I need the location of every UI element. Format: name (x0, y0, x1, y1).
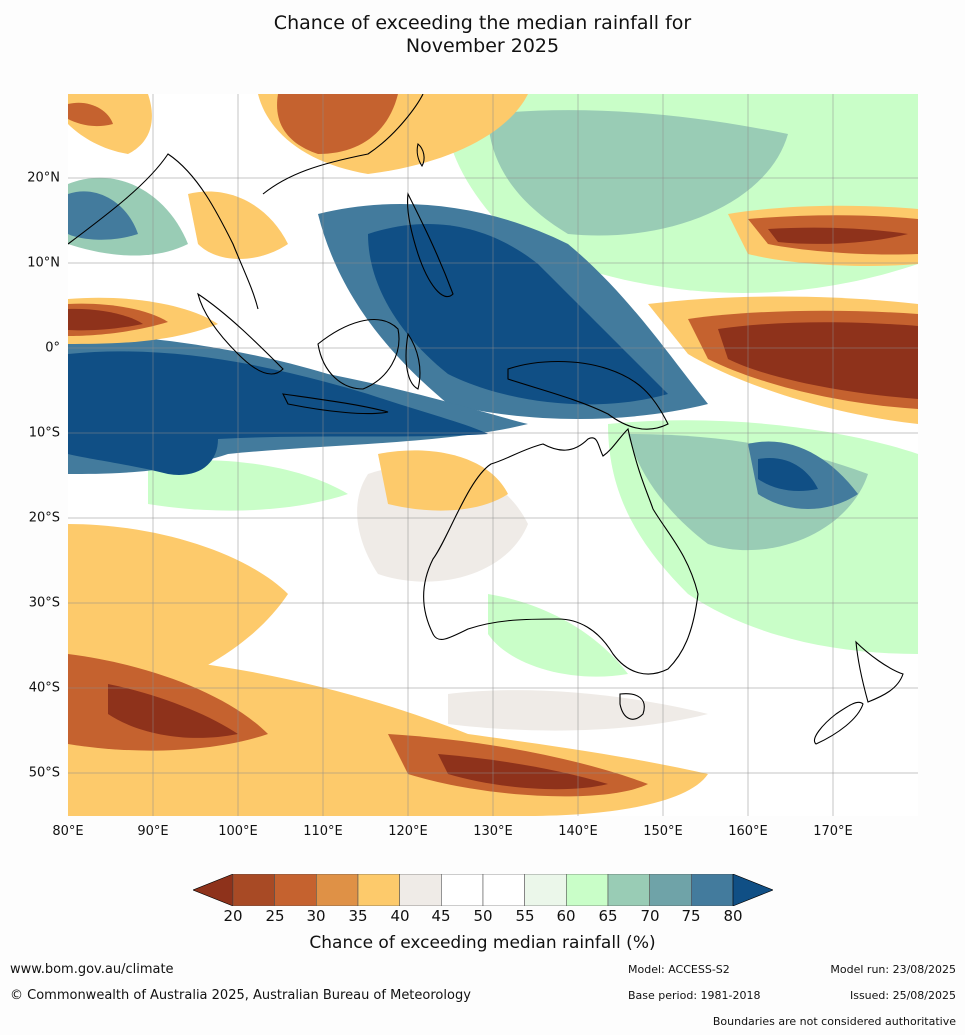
sulawesi-outline (405, 332, 421, 390)
colorbar-tick-25: 25 (265, 907, 285, 925)
colorbar-tick-60: 60 (556, 907, 576, 925)
asia-coast (68, 94, 424, 310)
map-title: Chance of exceeding the median rainfall … (0, 12, 965, 58)
lon-label-120e: 120°E (388, 824, 428, 839)
colorbar-cells (232, 874, 734, 906)
lat-label-0: 0° (45, 340, 60, 356)
title-line-2: November 2025 (405, 35, 560, 57)
colorbar-cell (274, 874, 317, 906)
borneo-outline (317, 319, 400, 390)
java-outline (282, 393, 389, 415)
lon-label-90e: 90°E (137, 824, 169, 839)
colorbar-cell (399, 874, 442, 906)
nz-south-outline (814, 701, 864, 745)
colorbar-tick-65: 65 (598, 907, 618, 925)
copyright-text: © Commonwealth of Australia 2025, Austra… (10, 988, 471, 1003)
colorbar-cell (691, 874, 734, 906)
colorbar-cell (566, 874, 609, 906)
lon-label-140e: 140°E (558, 824, 598, 839)
colorbar-cell (607, 874, 650, 906)
philippines-outline (406, 192, 454, 297)
lat-label-10n: 10°N (27, 255, 60, 271)
lat-label-20s: 20°S (28, 510, 60, 526)
base-period-text: Base period: 1981-2018 (628, 989, 761, 1002)
lon-label-160e: 160°E (728, 824, 768, 839)
colorbar-tick-55: 55 (515, 907, 535, 925)
colorbar-label: Chance of exceeding median rainfall (%) (309, 933, 656, 953)
lat-label-10s: 10°S (28, 425, 60, 441)
tasmania-outline (619, 693, 645, 720)
colorbar-over-extension (732, 874, 773, 906)
lon-label-170e: 170°E (813, 824, 853, 839)
colorbar-tick-45: 45 (431, 907, 451, 925)
map-canvas (68, 94, 918, 816)
colorbar-tick-30: 30 (306, 907, 326, 925)
lon-label-150e: 150°E (643, 824, 683, 839)
australia-outline (423, 427, 699, 675)
taiwan-outline (416, 143, 425, 168)
lon-label-80e: 80°E (52, 824, 84, 839)
rainfall-map[interactable] (68, 94, 918, 816)
colorbar-tick-70: 70 (640, 907, 660, 925)
colorbar-tick-35: 35 (348, 907, 368, 925)
lat-label-40s: 40°S (28, 680, 60, 696)
lon-label-100e: 100°E (218, 824, 258, 839)
colorbar-cell (441, 874, 484, 906)
lat-label-20n: 20°N (27, 170, 60, 186)
new-guinea-outline (507, 361, 669, 430)
disclaimer-text: Boundaries are not considered authoritat… (712, 1015, 956, 1028)
colorbar-cell (482, 874, 525, 906)
title-line-1: Chance of exceeding the median rainfall … (273, 12, 692, 34)
model-text: Model: ACCESS-S2 (628, 963, 730, 976)
colorbar-tick-80: 80 (723, 907, 743, 925)
lat-label-30s: 30°S (28, 595, 60, 611)
sumatra-outline (197, 292, 284, 375)
colorbar-cell (524, 874, 567, 906)
lon-label-130e: 130°E (473, 824, 513, 839)
colorbar-tick-40: 40 (390, 907, 410, 925)
website-link[interactable]: www.bom.gov.au/climate (10, 962, 174, 977)
colorbar-tick-75: 75 (681, 907, 701, 925)
lat-label-50s: 50°S (28, 765, 60, 781)
colorbar-cell (649, 874, 692, 906)
very-dry-zones (68, 227, 918, 790)
nz-north-outline (855, 640, 904, 703)
coastlines (68, 94, 904, 745)
colorbar-cell (232, 874, 275, 906)
model-run-text: Model run: 23/08/2025 (830, 963, 956, 976)
colorbar-cell (357, 874, 400, 906)
gridlines (68, 94, 918, 816)
colorbar-tick-20: 20 (223, 907, 243, 925)
lon-label-110e: 110°E (303, 824, 343, 839)
colorbar (193, 874, 773, 906)
colorbar-tick-50: 50 (473, 907, 493, 925)
colorbar-cell (316, 874, 359, 906)
issued-text: Issued: 25/08/2025 (849, 989, 956, 1002)
colorbar-under-extension (193, 874, 234, 906)
